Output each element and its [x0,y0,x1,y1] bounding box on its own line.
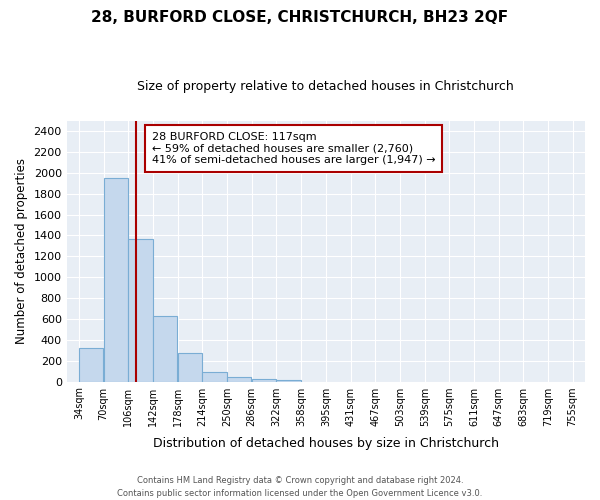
Bar [79,348,103,382]
Title: Size of property relative to detached houses in Christchurch: Size of property relative to detached ho… [137,80,514,93]
Text: 28 BURFORD CLOSE: 117sqm
← 59% of detached houses are smaller (2,760)
41% of sem: 28 BURFORD CLOSE: 117sqm ← 59% of detach… [152,132,435,165]
Text: Contains HM Land Registry data © Crown copyright and database right 2024.
Contai: Contains HM Land Registry data © Crown c… [118,476,482,498]
Bar [202,372,227,382]
Bar [104,178,128,382]
Y-axis label: Number of detached properties: Number of detached properties [15,158,28,344]
Bar [252,380,276,382]
Bar [128,238,153,382]
Bar [227,377,251,382]
X-axis label: Distribution of detached houses by size in Christchurch: Distribution of detached houses by size … [153,437,499,450]
Text: 28, BURFORD CLOSE, CHRISTCHURCH, BH23 2QF: 28, BURFORD CLOSE, CHRISTCHURCH, BH23 2Q… [91,10,509,25]
Bar [153,316,178,382]
Bar [277,380,301,382]
Bar [178,353,202,382]
